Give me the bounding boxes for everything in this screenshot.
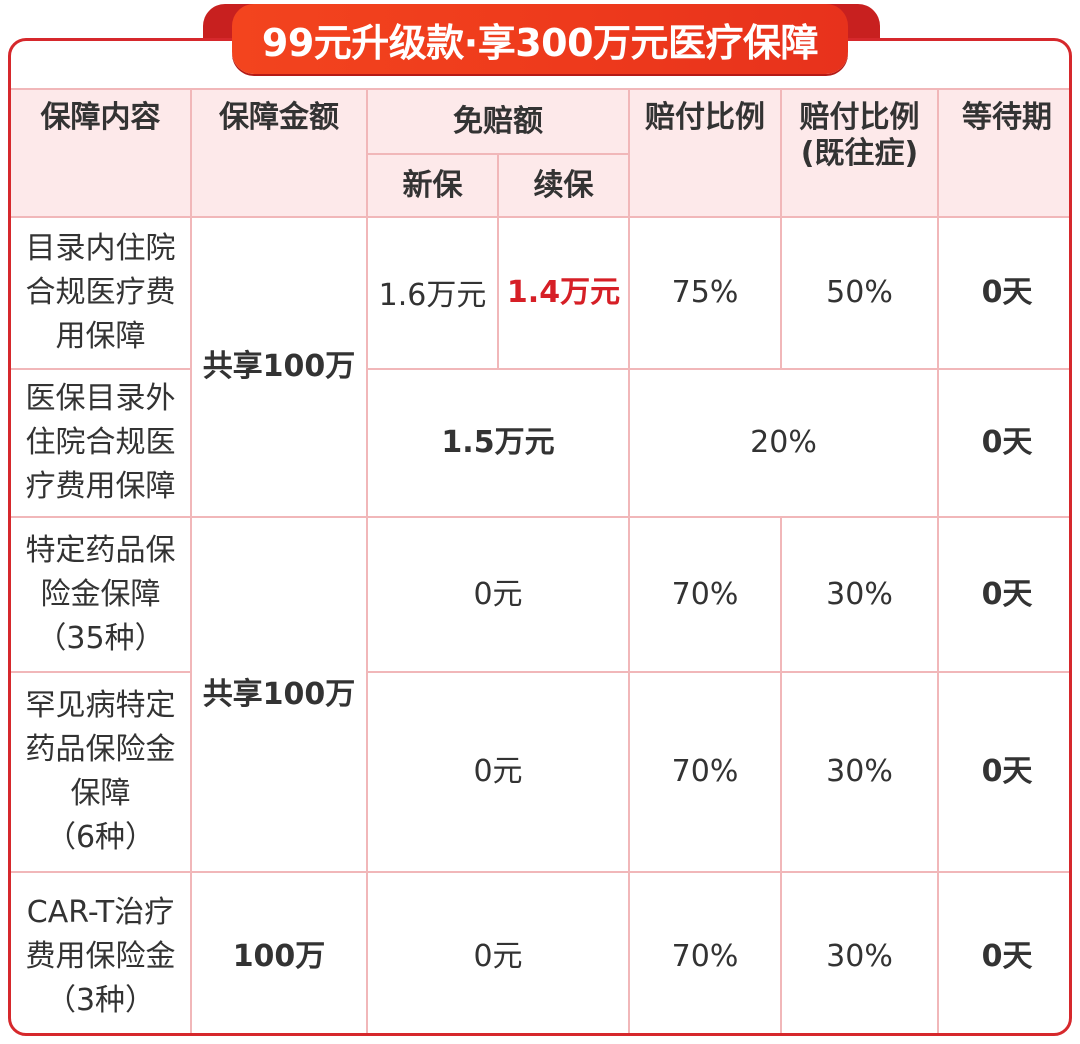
row3-ratio-preexisting: 30% <box>780 516 939 673</box>
row5-deductible: 0元 <box>366 871 630 1033</box>
banner-title: 99元升级款·享300万元医疗保障 <box>232 4 848 74</box>
row4-waiting: 0天 <box>937 671 1069 873</box>
header-ratio-preexisting: 赔付比例 (既往症) <box>780 88 939 218</box>
header-renewal: 续保 <box>497 153 629 218</box>
row2-content: 医保目录外 住院合规医 疗费用保障 <box>11 368 192 518</box>
header-waiting: 等待期 <box>937 88 1069 218</box>
shared-amount-2: 共享100万 <box>190 516 368 873</box>
row3-ratio: 70% <box>628 516 782 673</box>
header-amount: 保障金额 <box>190 88 368 218</box>
header-content: 保障内容 <box>11 88 192 218</box>
row4-ratio-preexisting: 30% <box>780 671 939 873</box>
row3-content: 特定药品保 险金保障 （35种） <box>11 516 192 673</box>
header-row: 保障内容 保障金额 免赔额 赔付比例 赔付比例 (既往症) 等待期 <box>11 88 1069 218</box>
row5-amount: 100万 <box>190 871 368 1033</box>
table-row: 医保目录外 住院合规医 疗费用保障 1.5万元 20% 0天 <box>11 368 1069 518</box>
row3-waiting: 0天 <box>937 516 1069 673</box>
row5-ratio-preexisting: 30% <box>780 871 939 1033</box>
table-row: 目录内住院 合规医疗费 用保障 共享100万 1.6万元 1.4万元 75% 5… <box>11 216 1069 518</box>
table-row: CAR-T治疗 费用保险金 （3种） 100万 0元 70% 30% 0天 <box>11 871 1069 1033</box>
coverage-table: 保障内容 保障金额 免赔额 赔付比例 赔付比例 (既往症) 等待期 新保 续保 … <box>11 88 1069 1033</box>
row3-deductible: 0元 <box>366 516 630 673</box>
header-deductible: 免赔额 <box>366 88 630 155</box>
header-ratio-preexisting-line2: (既往症) <box>800 136 919 171</box>
row4-deductible: 0元 <box>366 671 630 873</box>
row2-ratio: 20% <box>628 368 939 518</box>
row1-deductible-renewal: 1.4万元 <box>497 216 630 370</box>
coverage-card: 保障内容 保障金额 免赔额 赔付比例 赔付比例 (既往症) 等待期 新保 续保 … <box>8 38 1072 1036</box>
row2-waiting: 0天 <box>937 368 1069 518</box>
row1-waiting: 0天 <box>937 216 1069 370</box>
row2-deductible: 1.5万元 <box>366 368 630 518</box>
row5-ratio: 70% <box>628 871 782 1033</box>
table-row: 罕见病特定 药品保险金 保障 （6种） 0元 70% 30% 0天 <box>11 671 1069 873</box>
row1-deductible-new: 1.6万元 <box>366 216 499 370</box>
row1-content: 目录内住院 合规医疗费 用保障 <box>11 216 192 370</box>
table-row: 特定药品保 险金保障 （35种） 共享100万 0元 70% 30% 0天 <box>11 516 1069 873</box>
shared-amount-1: 共享100万 <box>190 216 368 518</box>
row4-ratio: 70% <box>628 671 782 873</box>
header-subrow: 新保 续保 <box>11 153 1069 218</box>
row5-content: CAR-T治疗 费用保险金 （3种） <box>11 871 192 1033</box>
row1-ratio: 75% <box>628 216 782 370</box>
row4-content: 罕见病特定 药品保险金 保障 （6种） <box>11 671 192 873</box>
header-ratio-preexisting-line1: 赔付比例 <box>799 100 920 135</box>
header-ratio: 赔付比例 <box>628 88 782 218</box>
row5-waiting: 0天 <box>937 871 1069 1033</box>
header-new-policy: 新保 <box>367 153 499 218</box>
row1-ratio-preexisting: 50% <box>780 216 939 370</box>
